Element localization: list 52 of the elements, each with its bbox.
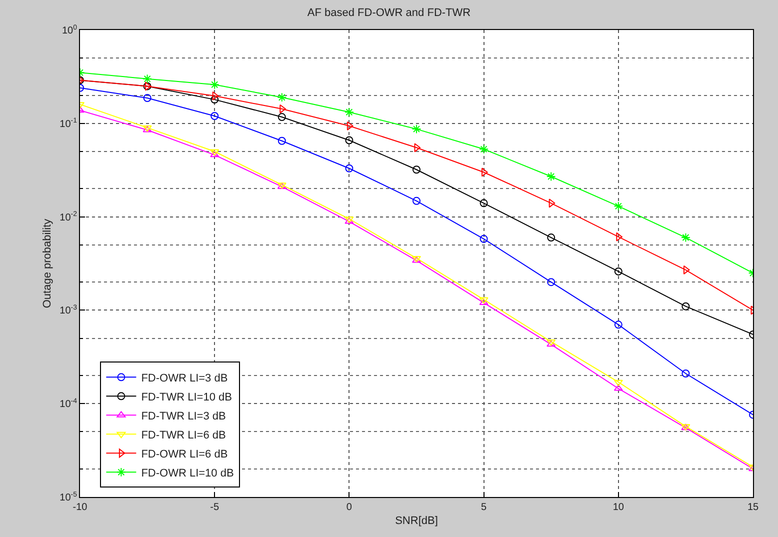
point xyxy=(681,232,690,242)
point xyxy=(210,96,219,104)
legend-label: FD-TWR LI=10 dB xyxy=(141,391,232,404)
point xyxy=(480,199,488,208)
point xyxy=(412,124,422,134)
point xyxy=(614,267,622,276)
y-tick-label: 10$^{-2}$ xyxy=(60,211,78,224)
legend-label: FD-TWR LI=3 dB xyxy=(141,410,226,422)
point xyxy=(142,74,152,84)
point xyxy=(547,278,556,286)
chart-title: AF based FD-OWR and FD-TWR xyxy=(307,6,471,19)
point xyxy=(480,234,488,243)
point xyxy=(346,121,354,130)
y-tick-label: 10$^{0}$ xyxy=(62,24,78,36)
point xyxy=(682,302,690,310)
y-tick-label: 10$^{-1}$ xyxy=(60,118,78,130)
point xyxy=(479,144,488,154)
x-tick-label: -5 xyxy=(210,502,220,513)
y-axis-title: Outage probability xyxy=(41,218,54,308)
x-tick-label: 15 xyxy=(747,502,759,513)
y-tick-label: 10$^{-4}$ xyxy=(60,398,78,410)
point xyxy=(278,136,286,145)
legend-label: FD-TWR LI=6 dB xyxy=(141,429,226,442)
point xyxy=(683,265,690,274)
point xyxy=(143,94,152,102)
x-tick-label: 5 xyxy=(481,502,488,513)
point xyxy=(345,136,354,144)
point xyxy=(210,80,220,90)
point xyxy=(277,92,287,102)
point xyxy=(614,201,624,211)
point xyxy=(412,196,420,205)
legend-label: FD-OWR LI=10 dB xyxy=(141,467,234,480)
point xyxy=(547,234,556,242)
legend-label: FD-OWR LI=6 dB xyxy=(141,448,228,460)
point xyxy=(546,172,556,182)
y-tick-label: 10$^{-3}$ xyxy=(60,304,78,317)
point xyxy=(210,112,219,120)
point xyxy=(278,113,286,122)
x-tick-label: 0 xyxy=(346,502,352,513)
x-axis-title: SNR[dB] xyxy=(395,515,438,528)
point xyxy=(212,91,219,100)
point xyxy=(344,107,354,117)
point xyxy=(614,380,623,386)
point xyxy=(614,320,622,329)
x-tick-label: 10 xyxy=(612,502,624,513)
x-tick-label: -10 xyxy=(72,502,88,513)
point xyxy=(682,370,690,378)
point xyxy=(412,166,420,174)
y-tick-label: 10$^{-5}$ xyxy=(60,491,78,504)
point xyxy=(345,164,354,172)
legend-label: FD-OWR LI=3 dB xyxy=(141,372,228,384)
point xyxy=(548,198,556,208)
